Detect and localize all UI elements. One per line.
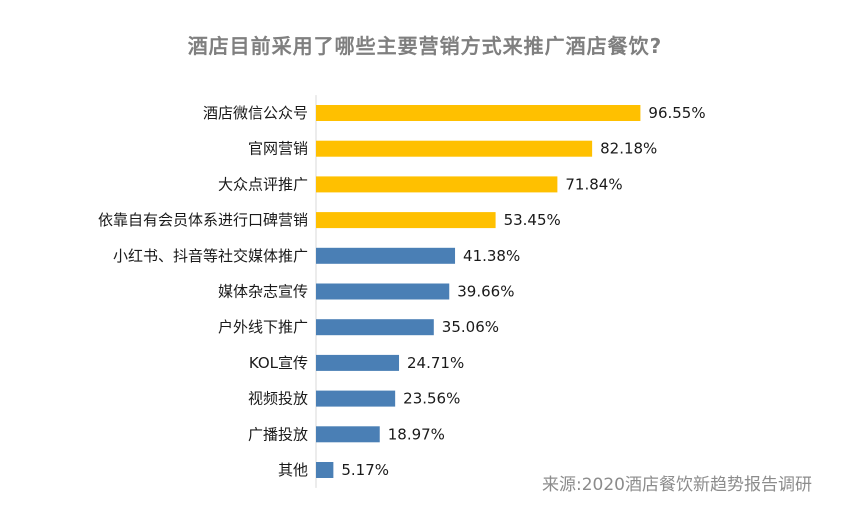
category-label: 视频投放 — [248, 390, 308, 408]
bar — [316, 319, 434, 336]
category-label: 广播投放 — [248, 425, 308, 443]
category-label: 依靠自有会员体系进行口碑营销 — [98, 211, 308, 229]
source-note: 来源:2020酒店餐饮新趋势报告调研 — [542, 475, 812, 495]
value-label: 71.84% — [565, 175, 622, 193]
value-label: 18.97% — [388, 425, 445, 443]
bar — [316, 283, 450, 300]
category-label: 官网营销 — [248, 140, 308, 158]
category-label: 小红书、抖音等社交媒体推广 — [113, 247, 308, 265]
category-label: 酒店微信公众号 — [203, 104, 308, 122]
bar — [316, 462, 334, 478]
bar — [316, 247, 456, 264]
bar — [316, 212, 496, 229]
category-label: KOL宣传 — [249, 354, 308, 372]
value-label: 35.06% — [442, 318, 499, 336]
value-label: 39.66% — [457, 283, 514, 301]
category-label: 媒体杂志宣传 — [218, 283, 308, 301]
value-label: 53.45% — [504, 211, 561, 229]
chart-title: 酒店目前采用了哪些主要营销方式来推广酒店餐饮? — [187, 34, 663, 58]
bar — [316, 426, 380, 443]
value-label: 96.55% — [648, 104, 705, 122]
category-label: 户外线下推广 — [218, 318, 308, 336]
bar — [316, 390, 396, 407]
value-label: 5.17% — [341, 461, 389, 479]
bar — [316, 105, 641, 121]
bar — [316, 176, 558, 193]
category-label: 大众点评推广 — [218, 175, 308, 193]
value-label: 24.71% — [407, 354, 464, 372]
bar — [316, 140, 593, 157]
value-label: 82.18% — [600, 140, 657, 158]
bar — [316, 354, 400, 371]
value-label: 23.56% — [403, 390, 460, 408]
value-label: 41.38% — [463, 247, 520, 265]
category-label: 其他 — [278, 461, 308, 479]
